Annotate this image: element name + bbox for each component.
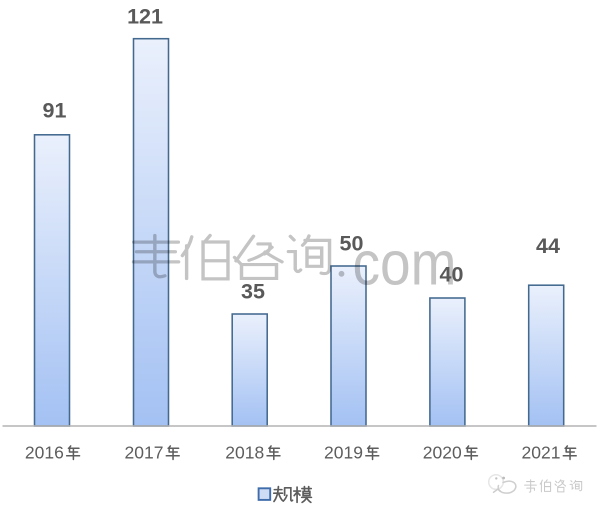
svg-text:44: 44 <box>536 234 560 258</box>
svg-text:2020: 2020 <box>423 443 462 463</box>
svg-text:com: com <box>353 230 457 299</box>
svg-text:91: 91 <box>43 99 67 123</box>
svg-text:2016: 2016 <box>25 443 64 463</box>
svg-text:2017: 2017 <box>125 443 164 463</box>
svg-text:50: 50 <box>340 231 364 255</box>
svg-text:121: 121 <box>127 5 163 29</box>
svg-text:2018: 2018 <box>225 443 264 463</box>
svg-text:35: 35 <box>241 279 265 303</box>
svg-text:2019: 2019 <box>324 443 363 463</box>
svg-text:2021: 2021 <box>522 443 561 463</box>
svg-text:40: 40 <box>440 262 464 286</box>
